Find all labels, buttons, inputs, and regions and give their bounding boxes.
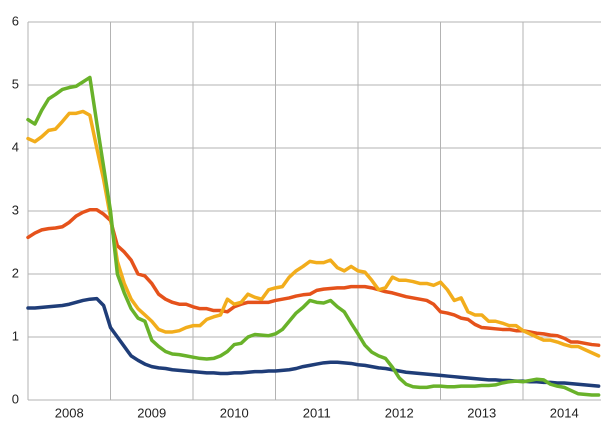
x-tick-label: 2013 [467, 405, 496, 420]
series-line [26, 207, 601, 347]
series-line [26, 296, 601, 388]
x-tick-label: 2014 [550, 405, 579, 420]
axis-labels: 0 1 2 3 4 5 6 2008 2009 2010 2011 2012 2013 2014 [12, 13, 579, 420]
y-tick-label: 3 [12, 202, 19, 217]
grid [27, 21, 601, 401]
x-tick-label: 2009 [137, 405, 166, 420]
plot-lines [26, 75, 601, 397]
y-tick-label: 2 [12, 265, 19, 280]
x-tick-label: 2011 [303, 405, 331, 420]
y-tick-label: 4 [12, 139, 19, 154]
x-tick-label: 2008 [55, 405, 84, 420]
y-tick-label: 0 [12, 391, 19, 406]
y-tick-label: 5 [12, 76, 19, 91]
series-line [26, 75, 601, 397]
y-tick-label: 1 [12, 328, 19, 343]
y-tick-label: 6 [12, 13, 19, 28]
x-tick-label: 2010 [220, 405, 249, 420]
x-tick-label: 2012 [385, 405, 414, 420]
series-line [26, 109, 601, 358]
